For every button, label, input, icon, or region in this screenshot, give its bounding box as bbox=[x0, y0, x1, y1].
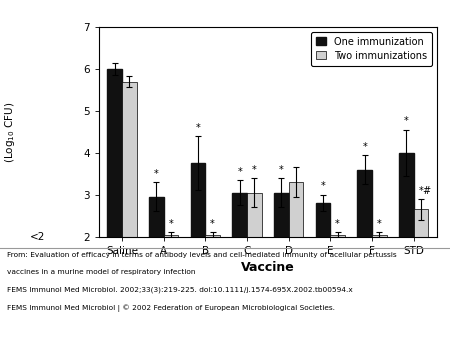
Text: *: * bbox=[362, 142, 367, 151]
Text: *: * bbox=[418, 186, 423, 195]
Text: *: * bbox=[279, 165, 284, 174]
Text: *: * bbox=[377, 219, 382, 229]
Bar bbox=[232, 193, 247, 320]
Bar bbox=[315, 203, 330, 320]
Text: *: * bbox=[154, 169, 159, 179]
Bar bbox=[330, 235, 345, 320]
Text: Viable cells per lung
(Log$_{10}$ CFU): Viable cells per lung (Log$_{10}$ CFU) bbox=[0, 79, 18, 185]
Text: *: * bbox=[320, 181, 325, 191]
X-axis label: Vaccine: Vaccine bbox=[241, 261, 295, 274]
Text: #: # bbox=[422, 186, 430, 195]
Bar bbox=[274, 193, 288, 320]
Text: *: * bbox=[168, 219, 173, 229]
Bar bbox=[149, 197, 164, 320]
Bar bbox=[108, 69, 122, 320]
Bar bbox=[122, 81, 136, 320]
Text: <2: <2 bbox=[30, 232, 45, 242]
Bar bbox=[164, 235, 178, 320]
Text: *: * bbox=[404, 116, 409, 126]
Bar bbox=[191, 163, 205, 320]
Text: FEMS Immunol Med Microbiol | © 2002 Federation of European Microbiological Socie: FEMS Immunol Med Microbiol | © 2002 Fede… bbox=[7, 305, 335, 312]
Bar bbox=[247, 193, 261, 320]
Legend: One immunization, Two immunizations: One immunization, Two immunizations bbox=[311, 32, 432, 66]
Bar bbox=[414, 209, 428, 320]
Bar bbox=[372, 235, 387, 320]
Text: *: * bbox=[237, 167, 242, 177]
Bar bbox=[399, 153, 414, 320]
Bar bbox=[205, 235, 220, 320]
Text: *: * bbox=[335, 219, 340, 229]
Text: vaccines in a murine model of respiratory infection: vaccines in a murine model of respirator… bbox=[7, 269, 195, 275]
Text: *: * bbox=[252, 165, 256, 174]
Text: *: * bbox=[196, 123, 200, 132]
Bar bbox=[288, 182, 303, 320]
Text: From: Evaluation of efficacy in terms of antibody levels and cell-mediated immun: From: Evaluation of efficacy in terms of… bbox=[7, 252, 396, 258]
Text: FEMS Immunol Med Microbiol. 2002;33(3):219-225. doi:10.1111/j.1574-695X.2002.tb0: FEMS Immunol Med Microbiol. 2002;33(3):2… bbox=[7, 287, 352, 293]
Text: *: * bbox=[210, 219, 215, 229]
Bar bbox=[357, 170, 372, 320]
